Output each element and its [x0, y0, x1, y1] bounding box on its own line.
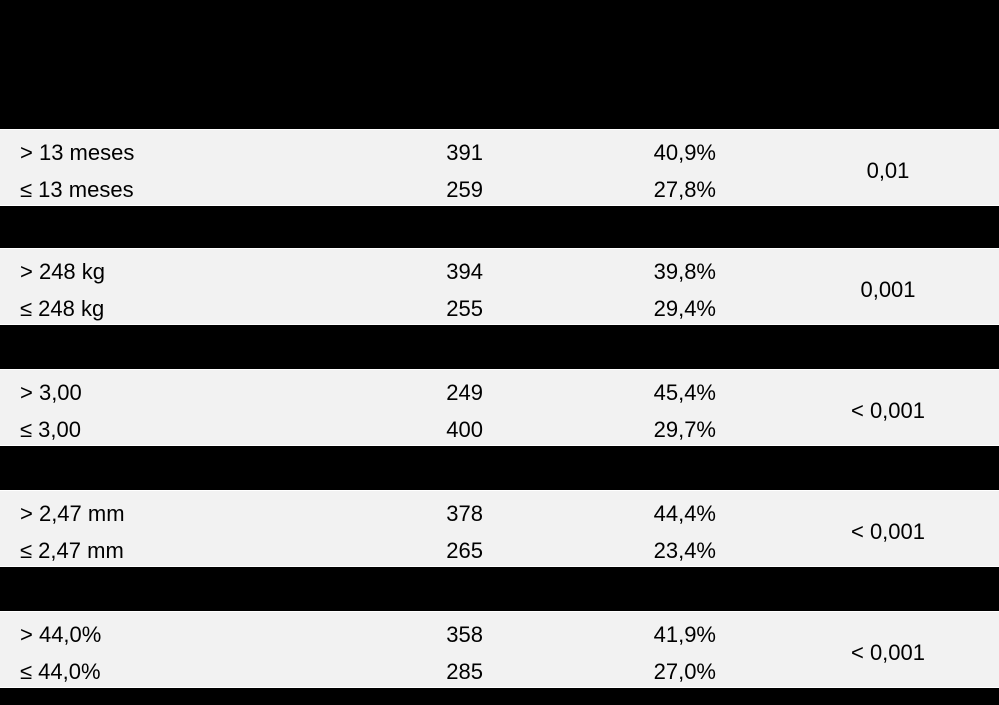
- count: 285: [446, 659, 483, 684]
- percentage: 27,0%: [653, 659, 716, 684]
- p-value: 0,01: [866, 158, 910, 183]
- count: 255: [446, 296, 483, 321]
- row-group: > 2,47 mm 378 44,4% ≤ 2,47 mm 265 23,4% < 0,00…: [0, 490, 999, 567]
- percentage: 29,7%: [653, 417, 716, 442]
- row-label: ≤ 248 kg: [20, 296, 105, 321]
- row-group: > 3,00 249 45,4% ≤ 3,00 400 29,7% < 0,001: [0, 369, 999, 446]
- p-value: < 0,001: [850, 398, 925, 423]
- row-group: > 44,0% 358 41,9% ≤ 44,0% 285 27,0% < 0,001: [0, 611, 999, 688]
- row-label: ≤ 3,00: [20, 417, 82, 442]
- row-label: ≤ 2,47 mm: [20, 538, 124, 563]
- count: 400: [446, 417, 483, 442]
- row-label: ≤ 44,0%: [20, 659, 101, 684]
- percentage: 23,4%: [653, 538, 716, 563]
- percentage: 44,4%: [653, 501, 716, 526]
- count: 249: [446, 380, 483, 405]
- row-label: > 44,0%: [20, 622, 102, 647]
- percentage: 40,9%: [653, 140, 716, 165]
- count: 391: [446, 140, 483, 165]
- row-group: > 248 kg 394 39,8% ≤ 248 kg 255 29,4% 0,001: [0, 248, 999, 325]
- percentage: 45,4%: [653, 380, 716, 405]
- row-label: > 3,00: [20, 380, 82, 405]
- p-value: < 0,001: [850, 519, 925, 544]
- row-label: ≤ 13 meses: [20, 177, 134, 202]
- row-label: > 248 kg: [20, 259, 106, 284]
- percentage: 39,8%: [653, 259, 716, 284]
- count: 358: [446, 622, 483, 647]
- count: 265: [446, 538, 483, 563]
- percentage: 27,8%: [653, 177, 716, 202]
- row-group: > 13 meses 391 40,9% ≤ 13 meses 259 27,8% 0,01: [0, 129, 999, 206]
- count: 259: [446, 177, 483, 202]
- row-label: > 13 meses: [20, 140, 135, 165]
- percentage: 29,4%: [653, 296, 716, 321]
- percentage: 41,9%: [653, 622, 716, 647]
- count: 394: [446, 259, 483, 284]
- p-value: < 0,001: [850, 640, 925, 665]
- p-value: 0,001: [860, 277, 916, 302]
- row-label: > 2,47 mm: [20, 501, 125, 526]
- count: 378: [446, 501, 483, 526]
